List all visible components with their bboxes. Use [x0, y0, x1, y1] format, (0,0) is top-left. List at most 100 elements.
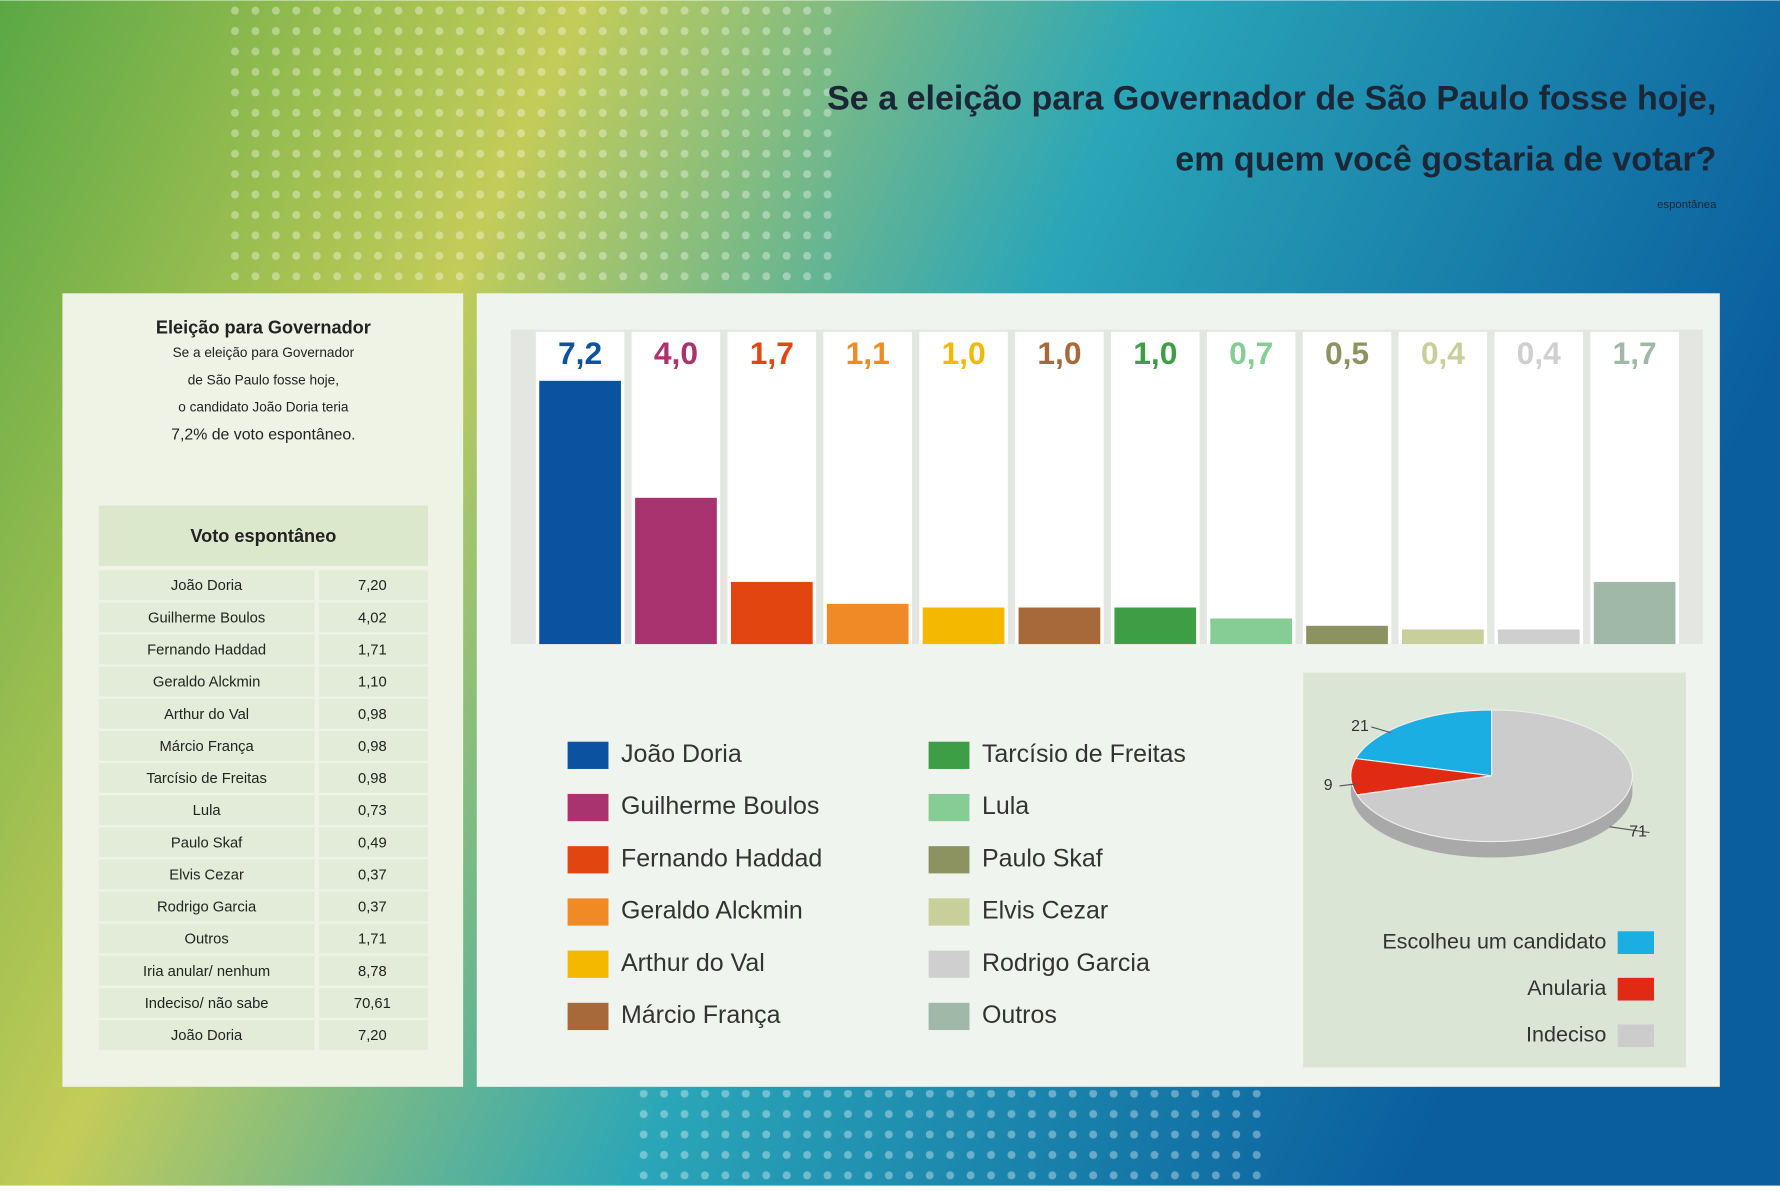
table-row-bg — [318, 859, 428, 890]
legend-label: João Doria — [621, 740, 742, 768]
table-cell: 1,71 — [358, 643, 387, 659]
table-cell: 0,37 — [358, 900, 387, 916]
column-bg — [919, 331, 1008, 645]
legend-label: Geraldo Alckmin — [621, 897, 803, 925]
legend-swatch — [928, 793, 970, 822]
legend-swatch — [928, 898, 970, 926]
leader-line — [1339, 783, 1358, 787]
legend-swatch — [567, 1002, 609, 1031]
table-row-bg — [98, 827, 315, 858]
table-cell: Guilherme Boulos — [148, 610, 265, 626]
table-row-bg — [98, 666, 315, 697]
value-label: 1,7 — [1613, 335, 1657, 371]
value-label: 7,2 — [558, 335, 602, 371]
sidebar-text: o candidato João Doria teria — [178, 400, 349, 415]
bar — [1402, 629, 1484, 645]
value-label: 0,4 — [1421, 335, 1465, 371]
table-cell: 0,98 — [358, 739, 387, 755]
table-cell: 0,73 — [358, 803, 387, 819]
legend-swatch — [928, 950, 970, 978]
value-label: 0,5 — [1325, 335, 1369, 371]
bar — [1593, 581, 1676, 645]
column-bg — [1494, 331, 1584, 645]
table-cell: 1,10 — [358, 675, 387, 691]
legend-swatch — [567, 950, 609, 978]
legend-label: Anularia — [1527, 975, 1606, 1000]
table-row-bg — [318, 666, 428, 697]
legend-label: Escolheu um candidato — [1382, 928, 1606, 953]
table-cell: 1,71 — [358, 932, 387, 948]
table-cell: 4,02 — [358, 610, 387, 626]
leader-line — [1371, 726, 1391, 734]
table-cell: Arthur do Val — [164, 707, 249, 723]
column-bg — [1206, 331, 1296, 645]
table-row-bg — [98, 891, 315, 922]
table-cell: João Doria — [171, 578, 243, 594]
legend-label: Guilherme Boulos — [621, 792, 819, 820]
table-row-bg — [318, 827, 428, 858]
pie-label: 9 — [1324, 777, 1333, 794]
table-row-bg — [318, 634, 428, 665]
pie-slice — [1354, 709, 1493, 777]
column-bg — [1015, 331, 1104, 645]
table-cell: 7,20 — [358, 1028, 387, 1044]
sidebar-heading: Eleição para Governador — [156, 317, 371, 337]
table-cell: Paulo Skaf — [171, 835, 243, 851]
table-row-bg — [98, 730, 315, 761]
table-row-bg — [318, 602, 428, 633]
table-cell: Rodrigo Garcia — [157, 900, 257, 916]
leader-line — [1609, 826, 1650, 834]
bar — [1210, 618, 1293, 645]
table-row-bg — [318, 698, 428, 729]
table-cell: Iria anular/ nenhum — [143, 964, 270, 980]
bar — [1306, 625, 1388, 645]
table-row-bg — [98, 602, 315, 633]
value-label: 1,0 — [941, 335, 985, 371]
legend-label: Tarcísio de Freitas — [982, 740, 1186, 768]
table-cell: Outros — [184, 932, 228, 948]
legend-swatch — [1617, 1024, 1654, 1048]
legend-label: Paulo Skaf — [982, 844, 1103, 872]
title: Se a eleição para Governador de São Paul… — [827, 79, 1716, 117]
table-row-bg — [98, 698, 315, 729]
pie-slice — [1356, 709, 1633, 843]
table-row-bg — [98, 859, 315, 890]
table-row-bg — [98, 570, 315, 601]
table-row-bg — [318, 1020, 428, 1050]
legend-label: Elvis Cezar — [982, 897, 1108, 925]
table-row-bg — [318, 891, 428, 922]
value-label: 4,0 — [654, 335, 698, 371]
table-row-bg — [98, 987, 315, 1018]
value-label: 1,1 — [846, 335, 890, 371]
table-row-bg — [98, 795, 315, 826]
table-cell: 0,49 — [358, 835, 387, 851]
table-row-bg — [98, 923, 315, 954]
column-bg — [1111, 331, 1200, 645]
pie-label: 21 — [1351, 718, 1369, 735]
legend-label: Indeciso — [1526, 1021, 1606, 1046]
bar — [635, 497, 717, 645]
table-row-bg — [98, 955, 315, 986]
table-row-bg — [318, 987, 428, 1018]
table-cell: 0,98 — [358, 707, 387, 723]
legend-swatch — [928, 741, 970, 769]
bar — [730, 581, 813, 645]
legend-label: Outros — [982, 1001, 1057, 1029]
value-label: 0,4 — [1517, 335, 1561, 371]
value-label: 1,0 — [1037, 335, 1081, 371]
table-header: Voto espontâneo — [190, 526, 336, 546]
legend-label: Rodrigo Garcia — [982, 949, 1150, 977]
legend-label: Arthur do Val — [621, 949, 765, 977]
column-bg — [1398, 331, 1488, 645]
value-label: 1,7 — [750, 335, 794, 371]
table-cell: Márcio França — [159, 739, 254, 755]
legend-swatch — [1617, 931, 1654, 954]
bar — [1018, 607, 1101, 645]
table-row-bg — [98, 1020, 315, 1050]
table-row-bg — [318, 955, 428, 986]
table-cell: João Doria — [171, 1028, 243, 1044]
legend-swatch — [928, 846, 970, 874]
legend-label: Fernando Haddad — [621, 844, 822, 872]
dot-pattern — [635, 1090, 1272, 1182]
